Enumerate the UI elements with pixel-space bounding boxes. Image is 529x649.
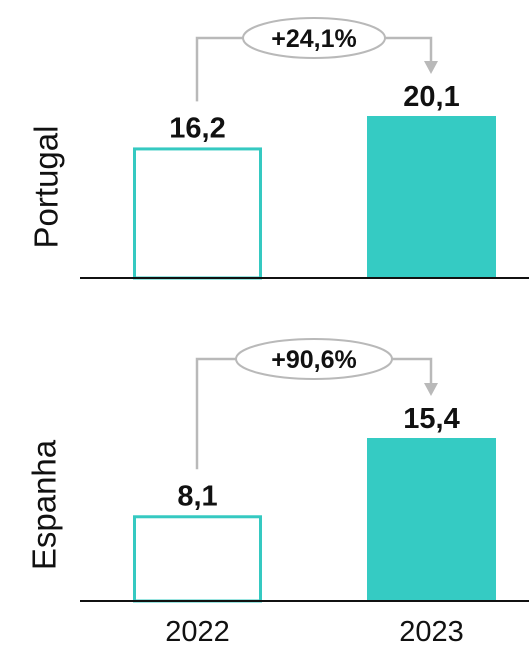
value-label: 15,4 <box>403 403 459 435</box>
change-badge <box>235 338 393 380</box>
bar-2023 <box>367 438 496 601</box>
value-label: 16,2 <box>169 112 225 144</box>
arrow-head-icon <box>424 61 438 74</box>
connector-left <box>195 36 243 102</box>
change-label: +24,1% <box>271 25 357 53</box>
x-tick-label: 2022 <box>165 616 230 644</box>
connector-left <box>195 357 236 470</box>
change-badge <box>242 17 386 59</box>
change-label: +90,6% <box>271 346 357 374</box>
value-label: 20,1 <box>403 81 459 113</box>
bar-2022 <box>133 515 262 603</box>
arrow-head-icon <box>424 383 438 396</box>
connector-right <box>385 36 433 62</box>
panel-label: Portugal <box>28 126 65 249</box>
panel-label: Espanha <box>26 439 63 570</box>
x-tick-label: 2023 <box>399 616 464 644</box>
value-label: 8,1 <box>177 480 217 512</box>
connector-right <box>392 357 433 384</box>
bar-2022 <box>133 147 262 280</box>
bar-2023 <box>367 116 496 278</box>
